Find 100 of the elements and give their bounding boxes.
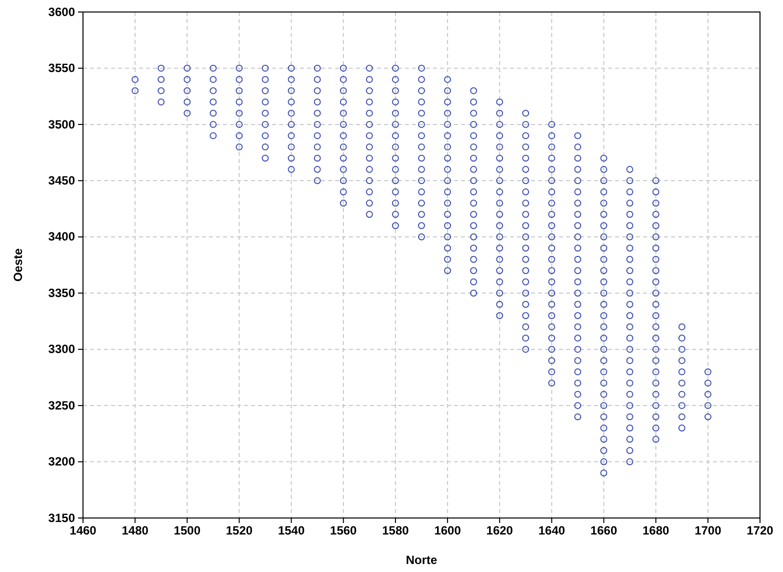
point xyxy=(522,143,530,150)
point xyxy=(340,166,347,173)
point xyxy=(366,154,373,162)
point xyxy=(652,380,660,387)
point xyxy=(626,256,634,263)
y-tick-label: 3450 xyxy=(48,174,76,188)
x-tick-label: 1640 xyxy=(538,524,566,538)
point xyxy=(548,166,556,173)
point xyxy=(548,154,556,162)
point xyxy=(600,188,608,196)
point xyxy=(600,368,608,376)
point xyxy=(574,256,582,263)
point xyxy=(314,64,321,72)
point xyxy=(600,300,608,308)
point xyxy=(548,334,556,342)
point xyxy=(496,300,504,308)
point xyxy=(496,222,504,230)
point xyxy=(600,323,608,330)
point xyxy=(652,312,660,320)
point xyxy=(652,334,660,342)
point xyxy=(418,143,425,150)
point xyxy=(444,132,452,140)
point xyxy=(548,143,556,150)
point xyxy=(652,436,660,443)
point xyxy=(288,120,295,128)
point xyxy=(444,154,452,162)
point xyxy=(496,120,504,128)
point xyxy=(288,110,295,117)
point xyxy=(548,267,556,274)
point xyxy=(548,368,556,376)
point xyxy=(574,177,582,184)
point xyxy=(522,278,530,286)
point xyxy=(626,323,634,330)
point xyxy=(340,154,347,162)
point xyxy=(574,267,582,274)
point xyxy=(574,357,582,364)
point xyxy=(652,177,660,184)
point xyxy=(470,120,478,128)
point xyxy=(600,166,608,173)
point xyxy=(548,323,556,330)
point xyxy=(678,368,686,376)
point xyxy=(548,132,556,140)
point xyxy=(574,200,582,207)
point xyxy=(574,210,582,218)
point xyxy=(444,188,452,196)
x-tick-label: 1660 xyxy=(590,524,618,538)
y-tick-label: 3300 xyxy=(48,342,76,356)
point xyxy=(574,334,582,342)
point xyxy=(626,312,634,320)
point xyxy=(496,166,504,173)
point xyxy=(600,413,608,420)
point xyxy=(236,110,243,117)
point xyxy=(600,458,608,466)
point xyxy=(496,210,504,218)
point xyxy=(288,76,295,83)
point xyxy=(652,290,660,297)
point xyxy=(548,346,556,353)
point xyxy=(418,188,425,196)
point xyxy=(470,154,478,162)
point xyxy=(366,87,373,94)
point xyxy=(496,132,504,140)
point xyxy=(392,222,399,230)
point xyxy=(574,166,582,173)
point xyxy=(444,120,452,128)
point xyxy=(210,76,217,83)
point xyxy=(704,380,712,387)
point xyxy=(678,413,686,420)
point xyxy=(392,166,399,173)
point xyxy=(522,233,530,240)
point xyxy=(548,200,556,207)
point xyxy=(548,188,556,196)
y-tick-label: 3350 xyxy=(48,286,76,300)
point xyxy=(600,233,608,240)
point xyxy=(314,76,321,83)
point xyxy=(392,76,399,83)
point xyxy=(496,188,504,196)
point xyxy=(678,402,686,410)
point xyxy=(496,278,504,286)
point xyxy=(548,120,556,128)
point xyxy=(366,120,373,128)
point xyxy=(158,87,165,94)
point xyxy=(236,64,243,72)
point xyxy=(366,210,373,218)
point xyxy=(626,166,634,173)
point xyxy=(626,436,634,443)
point xyxy=(600,357,608,364)
point xyxy=(236,120,243,128)
x-tick-label: 1720 xyxy=(746,524,774,538)
point xyxy=(600,334,608,342)
point xyxy=(418,166,425,173)
point xyxy=(626,402,634,410)
point xyxy=(574,323,582,330)
point xyxy=(678,334,686,342)
point xyxy=(652,200,660,207)
point xyxy=(314,143,321,150)
point xyxy=(704,402,712,410)
y-tick-label: 3150 xyxy=(48,510,76,525)
point xyxy=(496,177,504,184)
point xyxy=(522,166,530,173)
point xyxy=(574,402,582,410)
